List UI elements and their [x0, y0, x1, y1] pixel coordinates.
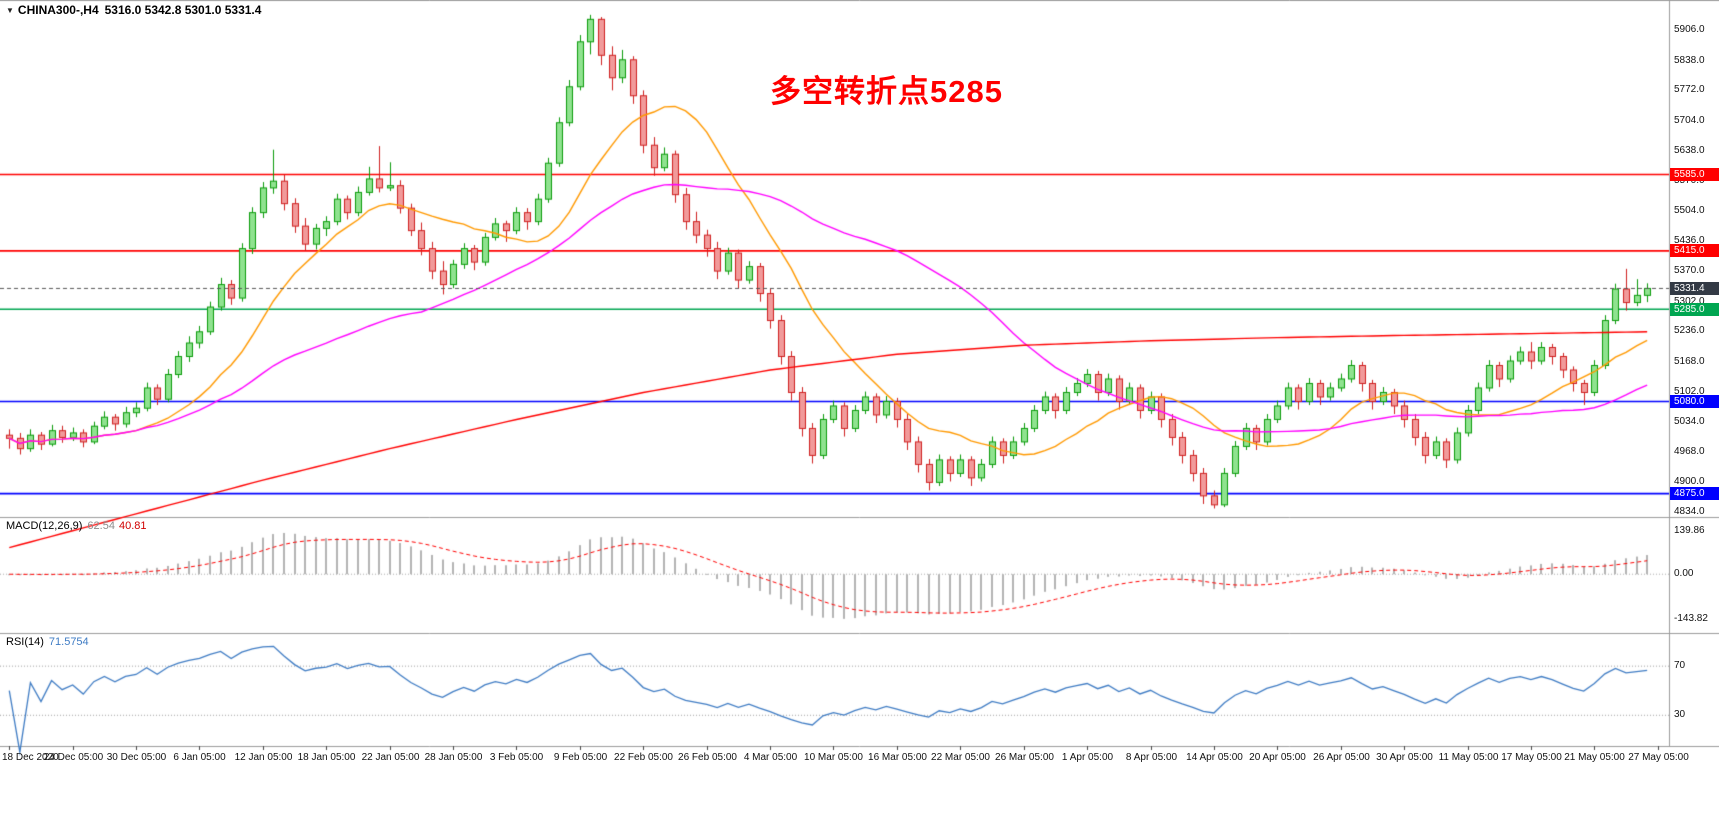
- symbol-timeframe-label: CHINA300-,H4: [17, 3, 99, 17]
- rsi-value: 71.5754: [48, 636, 89, 648]
- ohlc-values-label: 5316.0 5342.8 5301.0 5331.4: [104, 3, 262, 17]
- chart-title: ▼ CHINA300-,H4 5316.0 5342.8 5301.0 5331.4: [6, 3, 261, 17]
- macd-signal-value: 40.81: [118, 520, 147, 532]
- macd-indicator-label: MACD(12,26,9) 62.54 40.81: [6, 520, 146, 532]
- rsi-name-label: RSI(14): [6, 636, 44, 648]
- annotation-text: 多空转折点5285: [770, 74, 1003, 109]
- chart-menu-arrow-icon[interactable]: ▼: [6, 6, 14, 15]
- macd-main-value: 62.54: [87, 520, 115, 532]
- rsi-indicator-label: RSI(14) 71.5754: [6, 636, 89, 648]
- macd-name-label: MACD(12,26,9): [6, 520, 83, 532]
